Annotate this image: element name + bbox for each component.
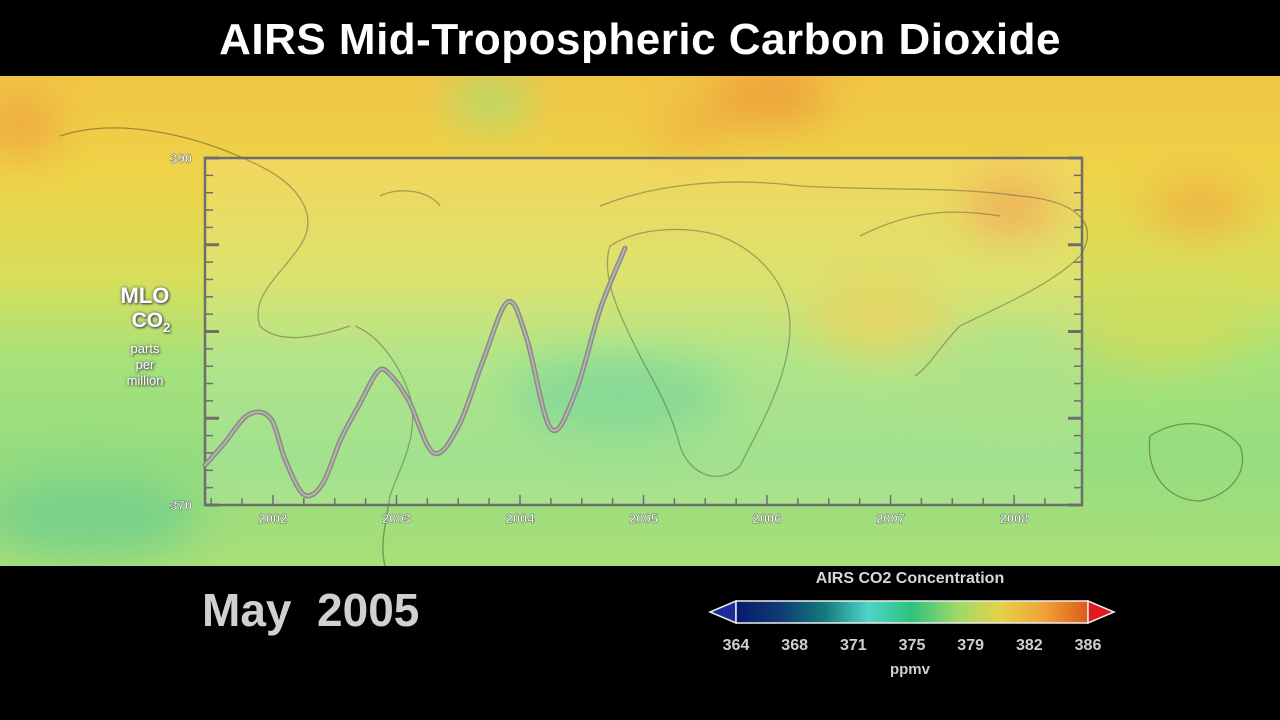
y-axis-label-million: million <box>126 373 164 389</box>
colorbar-tick-label: 382 <box>1015 637 1043 654</box>
y-axis-label-per: per <box>135 357 155 373</box>
y-minor-ticks <box>205 156 1082 507</box>
x-tick-label-2006: 2006 <box>753 511 782 526</box>
mlo-co2-chart: 390 370 2002 2003 2004 2005 2006 2007 2008 <box>170 151 1084 526</box>
y-axis-label-co2: CO2 <box>131 309 171 336</box>
x-tick-label-2008: 2008 <box>1000 511 1029 526</box>
colorbar-tick-label: 371 <box>839 637 867 654</box>
colorbar-unit: ppmv <box>889 661 930 678</box>
colorbar-gradient <box>735 600 1089 624</box>
colorbar-tick-label: 368 <box>781 637 808 654</box>
x-ticks <box>210 495 1046 505</box>
colorbar-tick-label: 379 <box>957 637 984 654</box>
colorbar-over-arrow <box>1087 599 1116 625</box>
plot-frame <box>203 156 1084 507</box>
y-tick-label-top: 390 <box>170 151 192 166</box>
page-title: AIRS Mid-Tropospheric Carbon Dioxide <box>0 0 1280 76</box>
x-tick-label-2002: 2002 <box>258 511 287 526</box>
x-tick-label-2005: 2005 <box>629 511 658 526</box>
colorbar <box>708 599 1116 625</box>
x-tick-label-2003: 2003 <box>382 511 411 526</box>
date-label: May 2005 <box>202 584 420 636</box>
y-axis-label: MLO CO2 parts per million <box>105 284 185 389</box>
x-tick-label-2004: 2004 <box>506 511 536 526</box>
x-tick-label-2007: 2007 <box>876 511 905 526</box>
colorbar-tick-label: 386 <box>1074 637 1102 654</box>
y-axis-label-mlo: MLO <box>120 283 170 308</box>
colorbar-title: AIRS CO2 Concentration <box>815 570 1005 587</box>
colorbar-tick-label: 375 <box>898 637 926 654</box>
colorbar-tick-label: 364 <box>722 637 750 654</box>
y-axis-label-parts: parts <box>130 341 160 357</box>
co2-series-highlight <box>204 247 626 497</box>
y-tick-label-bottom: 370 <box>170 498 192 513</box>
x-tick-labels: 2002 2003 2004 2005 2006 2007 2008 <box>258 511 1028 526</box>
colorbar-under-arrow <box>708 599 737 625</box>
